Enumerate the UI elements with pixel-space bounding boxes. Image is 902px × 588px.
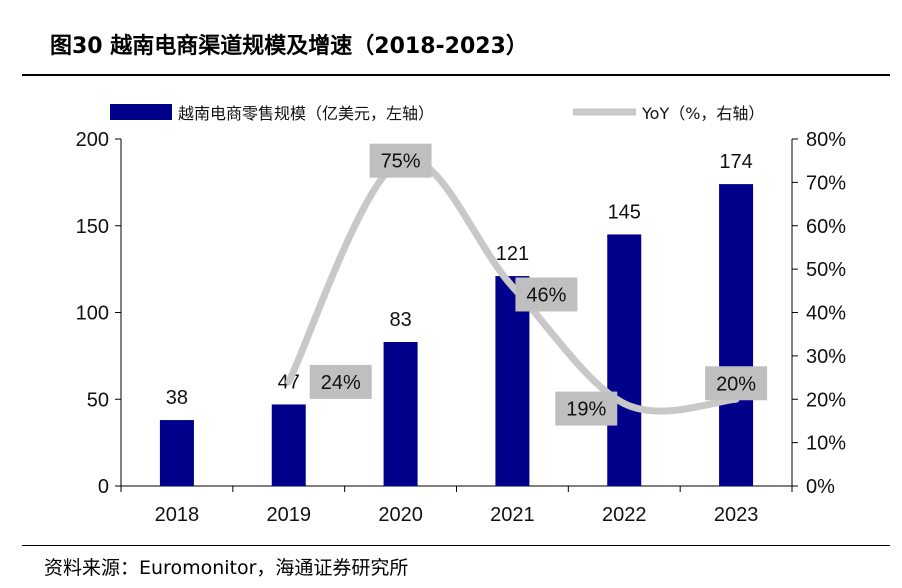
right-axis-tick-label: 30% — [806, 346, 846, 368]
bar-value-label: 145 — [608, 201, 641, 223]
legend: 越南电商零售规模（亿美元，左轴） YoY（%，右轴） — [110, 104, 764, 123]
bar-value-label: 83 — [389, 309, 411, 331]
left-axis-tick-label: 200 — [76, 129, 109, 151]
x-axis-tick-label: 2019 — [267, 504, 312, 526]
right-axis-tick-label: 40% — [806, 303, 846, 325]
yoy-value-label: 46% — [526, 284, 566, 306]
bars — [159, 184, 754, 487]
bar-2018 — [159, 420, 194, 486]
yoy-value-label: 24% — [321, 372, 361, 394]
bar-value-label: 121 — [496, 243, 529, 265]
chart-title: 图30 越南电商渠道规模及增速（2018-2023） — [50, 34, 528, 59]
left-axis-tick-label: 150 — [76, 216, 109, 238]
yoy-value-label: 20% — [716, 373, 756, 395]
yoy-line-layer — [285, 155, 740, 415]
x-axis-tick-label: 2018 — [155, 504, 200, 526]
x-axis-tick-label: 2023 — [714, 504, 759, 526]
yoy-line — [285, 155, 740, 415]
right-axis-tick-label: 20% — [806, 389, 846, 411]
yoy-labels: 24% 75% 46% 19% 20% — [309, 143, 768, 426]
right-axis-tick-label: 50% — [806, 259, 846, 281]
yoy-label-box — [515, 277, 578, 312]
bar-value-label: 174 — [719, 151, 752, 173]
axes: 0 50 100 150 200 0% 10% 20% 30% 40% 50% 60% 70% 80% 20… — [76, 129, 847, 526]
yoy-label-box — [555, 391, 618, 426]
x-axis-tick-label: 2021 — [490, 504, 535, 526]
legend-bar-swatch — [110, 104, 172, 120]
legend-bar-label: 越南电商零售规模（亿美元，左轴） — [178, 104, 434, 123]
left-axis-tick-label: 100 — [76, 303, 109, 325]
yoy-value-label: 19% — [566, 399, 606, 421]
yoy-label-box — [705, 366, 768, 401]
right-axis-tick-label: 10% — [806, 433, 846, 455]
left-axis-tick-label: 50 — [87, 389, 109, 411]
bar-2020 — [383, 341, 418, 486]
yoy-label-box — [309, 364, 372, 399]
right-axis-tick-label: 0% — [806, 476, 835, 498]
right-axis-tick-label: 60% — [806, 216, 846, 238]
x-axis-tick-label: 2022 — [602, 504, 647, 526]
yoy-label-box — [369, 143, 432, 178]
bar-2023 — [719, 184, 754, 487]
legend-line-label: YoY（%，右轴） — [641, 104, 764, 123]
left-axis-tick-label: 0 — [98, 476, 109, 498]
bar-2022 — [607, 234, 642, 486]
right-axis-tick-label: 70% — [806, 172, 846, 194]
yoy-value-label: 75% — [381, 151, 421, 173]
x-axis-tick-label: 2020 — [378, 504, 423, 526]
source-rule — [22, 545, 890, 546]
bar-2019 — [271, 404, 306, 486]
bar-value-label: 38 — [166, 387, 188, 409]
title-rule — [22, 74, 890, 76]
source-note: 资料来源：Euromonitor，海通证券研究所 — [44, 557, 409, 579]
right-axis-tick-label: 80% — [806, 129, 846, 151]
